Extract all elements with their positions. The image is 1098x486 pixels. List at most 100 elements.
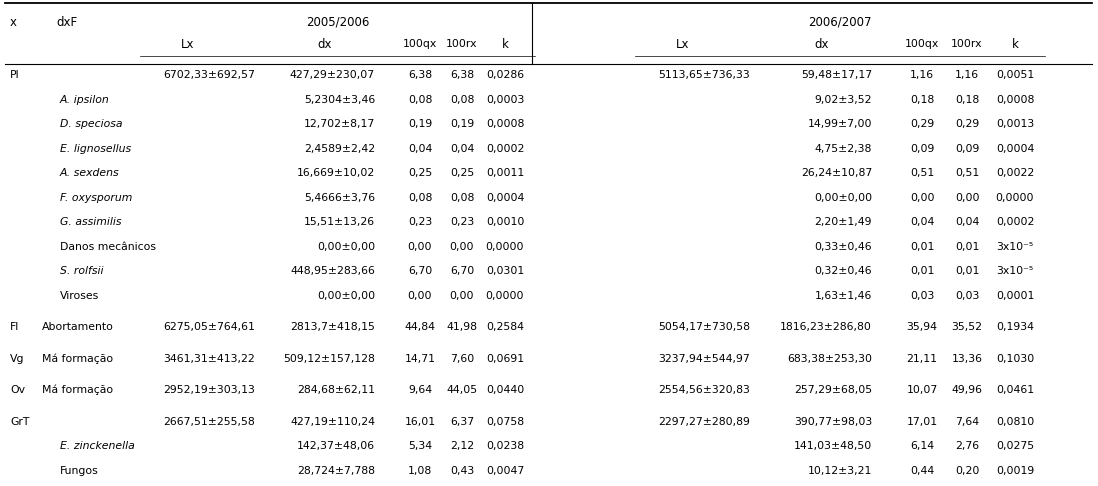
Text: 0,18: 0,18 [955, 94, 979, 104]
Text: 0,19: 0,19 [450, 119, 474, 129]
Text: 0,08: 0,08 [407, 192, 433, 203]
Text: 0,01: 0,01 [910, 266, 934, 276]
Text: 21,11: 21,11 [907, 353, 938, 364]
Text: 509,12±157,128: 509,12±157,128 [283, 353, 376, 364]
Text: 14,71: 14,71 [404, 353, 436, 364]
Text: 59,48±17,17: 59,48±17,17 [800, 70, 872, 80]
Text: 0,08: 0,08 [450, 192, 474, 203]
Text: 2,76: 2,76 [955, 441, 979, 451]
Text: 0,03: 0,03 [910, 291, 934, 300]
Text: 5054,17±730,58: 5054,17±730,58 [658, 322, 750, 332]
Text: 49,96: 49,96 [952, 385, 983, 395]
Text: 0,0001: 0,0001 [996, 291, 1034, 300]
Text: 100rx: 100rx [951, 39, 983, 49]
Text: 0,29: 0,29 [910, 119, 934, 129]
Text: 10,12±3,21: 10,12±3,21 [808, 466, 872, 475]
Text: 0,0003: 0,0003 [485, 94, 524, 104]
Text: 0,32±0,46: 0,32±0,46 [815, 266, 872, 276]
Text: Pl: Pl [10, 70, 20, 80]
Text: 0,0010: 0,0010 [485, 217, 524, 227]
Text: 0,03: 0,03 [955, 291, 979, 300]
Text: Lx: Lx [675, 37, 690, 51]
Text: Ov: Ov [10, 385, 25, 395]
Text: 7,60: 7,60 [450, 353, 474, 364]
Text: 100qx: 100qx [905, 39, 939, 49]
Text: 0,00: 0,00 [407, 242, 433, 251]
Text: 3461,31±413,22: 3461,31±413,22 [164, 353, 255, 364]
Text: 390,77±98,03: 390,77±98,03 [794, 417, 872, 427]
Text: 448,95±283,66: 448,95±283,66 [290, 266, 376, 276]
Text: A. sexdens: A. sexdens [60, 168, 120, 178]
Text: dx: dx [815, 37, 829, 51]
Text: 35,94: 35,94 [907, 322, 938, 332]
Text: 13,36: 13,36 [952, 353, 983, 364]
Text: 6702,33±692,57: 6702,33±692,57 [164, 70, 255, 80]
Text: dxF: dxF [56, 16, 78, 29]
Text: 5113,65±736,33: 5113,65±736,33 [658, 70, 750, 80]
Text: 0,00: 0,00 [955, 192, 979, 203]
Text: 44,05: 44,05 [447, 385, 478, 395]
Text: k: k [1011, 37, 1019, 51]
Text: 0,18: 0,18 [910, 94, 934, 104]
Text: 3x10⁻⁵: 3x10⁻⁵ [997, 242, 1033, 251]
Text: 12,702±8,17: 12,702±8,17 [304, 119, 376, 129]
Text: 1,08: 1,08 [407, 466, 433, 475]
Text: 0,0000: 0,0000 [485, 242, 524, 251]
Text: 6,37: 6,37 [450, 417, 474, 427]
Text: Má formação: Má formação [42, 353, 113, 364]
Text: Lx: Lx [181, 37, 194, 51]
Text: 0,44: 0,44 [910, 466, 934, 475]
Text: 2006/2007: 2006/2007 [808, 16, 872, 29]
Text: 14,99±7,00: 14,99±7,00 [807, 119, 872, 129]
Text: 0,00: 0,00 [450, 242, 474, 251]
Text: 9,02±3,52: 9,02±3,52 [815, 94, 872, 104]
Text: E. zinckenella: E. zinckenella [60, 441, 135, 451]
Text: 257,29±68,05: 257,29±68,05 [794, 385, 872, 395]
Text: 35,52: 35,52 [952, 322, 983, 332]
Text: 6,14: 6,14 [910, 441, 934, 451]
Text: Abortamento: Abortamento [42, 322, 114, 332]
Text: G. assimilis: G. assimilis [60, 217, 122, 227]
Text: 0,0008: 0,0008 [485, 119, 524, 129]
Text: 0,51: 0,51 [955, 168, 979, 178]
Text: 16,669±10,02: 16,669±10,02 [296, 168, 376, 178]
Text: 683,38±253,30: 683,38±253,30 [787, 353, 872, 364]
Text: 0,0691: 0,0691 [486, 353, 524, 364]
Text: 5,4666±3,76: 5,4666±3,76 [304, 192, 376, 203]
Text: 17,01: 17,01 [907, 417, 938, 427]
Text: 1,63±1,46: 1,63±1,46 [815, 291, 872, 300]
Text: 3x10⁻⁵: 3x10⁻⁵ [997, 266, 1033, 276]
Text: 0,0051: 0,0051 [996, 70, 1034, 80]
Text: 44,84: 44,84 [404, 322, 436, 332]
Text: 284,68±62,11: 284,68±62,11 [296, 385, 376, 395]
Text: 0,0758: 0,0758 [486, 417, 524, 427]
Text: 0,08: 0,08 [407, 94, 433, 104]
Text: 0,00: 0,00 [450, 291, 474, 300]
Text: 1,16: 1,16 [910, 70, 934, 80]
Text: 0,01: 0,01 [955, 266, 979, 276]
Text: 0,0022: 0,0022 [996, 168, 1034, 178]
Text: Fl: Fl [10, 322, 20, 332]
Text: 1,16: 1,16 [955, 70, 979, 80]
Text: 0,0002: 0,0002 [485, 143, 524, 154]
Text: 6,70: 6,70 [407, 266, 433, 276]
Text: 427,29±230,07: 427,29±230,07 [290, 70, 376, 80]
Text: 6,70: 6,70 [450, 266, 474, 276]
Text: 0,09: 0,09 [955, 143, 979, 154]
Text: 0,01: 0,01 [910, 242, 934, 251]
Text: 0,0000: 0,0000 [996, 192, 1034, 203]
Text: 2,20±1,49: 2,20±1,49 [815, 217, 872, 227]
Text: 6275,05±764,61: 6275,05±764,61 [164, 322, 255, 332]
Text: 0,0000: 0,0000 [485, 291, 524, 300]
Text: 16,01: 16,01 [404, 417, 436, 427]
Text: 26,24±10,87: 26,24±10,87 [800, 168, 872, 178]
Text: 0,0008: 0,0008 [996, 94, 1034, 104]
Text: 0,00: 0,00 [910, 192, 934, 203]
Text: 0,04: 0,04 [910, 217, 934, 227]
Text: 0,00: 0,00 [407, 291, 433, 300]
Text: S. rolfsii: S. rolfsii [60, 266, 103, 276]
Text: 0,23: 0,23 [407, 217, 433, 227]
Text: 2667,51±255,58: 2667,51±255,58 [164, 417, 255, 427]
Text: 2813,7±418,15: 2813,7±418,15 [290, 322, 376, 332]
Text: 0,0275: 0,0275 [996, 441, 1034, 451]
